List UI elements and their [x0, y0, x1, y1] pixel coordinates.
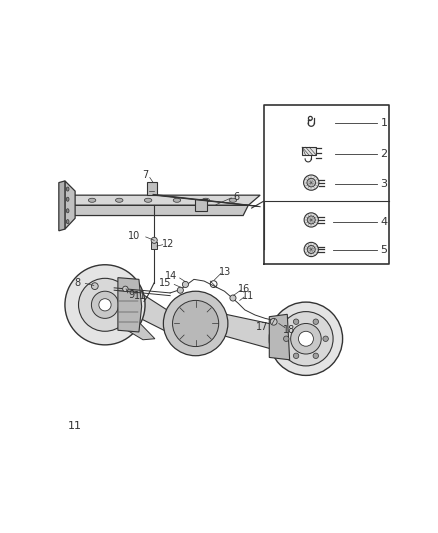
Text: 14: 14 — [165, 271, 177, 281]
Circle shape — [307, 216, 315, 224]
Ellipse shape — [66, 209, 69, 213]
Polygon shape — [68, 195, 260, 205]
Circle shape — [78, 278, 131, 332]
Circle shape — [291, 324, 321, 354]
Text: 2: 2 — [381, 149, 388, 159]
Text: 1: 1 — [381, 118, 388, 128]
Ellipse shape — [145, 198, 152, 203]
Circle shape — [307, 246, 315, 254]
Circle shape — [279, 312, 333, 366]
Text: 10: 10 — [128, 231, 141, 241]
Circle shape — [182, 281, 188, 287]
Circle shape — [163, 291, 228, 356]
Bar — [194, 199, 207, 212]
Text: 11: 11 — [242, 290, 254, 301]
Text: 3: 3 — [381, 179, 388, 189]
Circle shape — [92, 282, 98, 289]
Ellipse shape — [66, 220, 69, 224]
Circle shape — [304, 243, 318, 256]
Circle shape — [99, 298, 111, 311]
Polygon shape — [118, 278, 141, 332]
Circle shape — [92, 291, 119, 318]
Circle shape — [313, 319, 318, 325]
Circle shape — [307, 179, 315, 187]
Text: 11: 11 — [134, 290, 146, 301]
Polygon shape — [65, 205, 248, 215]
Circle shape — [269, 302, 343, 375]
Ellipse shape — [88, 198, 96, 203]
Polygon shape — [221, 313, 274, 350]
Text: 8: 8 — [74, 278, 80, 288]
Ellipse shape — [173, 198, 181, 203]
Text: 16: 16 — [238, 284, 250, 294]
Text: 4: 4 — [381, 216, 388, 227]
Circle shape — [65, 265, 145, 345]
Text: 12: 12 — [162, 239, 174, 249]
Text: 18: 18 — [283, 325, 295, 335]
Circle shape — [313, 353, 318, 359]
Polygon shape — [269, 314, 290, 360]
Circle shape — [177, 287, 184, 293]
Polygon shape — [59, 181, 65, 231]
Text: 15: 15 — [159, 278, 172, 288]
Circle shape — [293, 353, 299, 359]
Polygon shape — [107, 318, 155, 340]
Ellipse shape — [66, 197, 69, 201]
Circle shape — [304, 213, 318, 227]
Text: 11: 11 — [68, 421, 82, 431]
Text: 5: 5 — [381, 246, 388, 255]
Text: 7: 7 — [143, 170, 149, 180]
Circle shape — [123, 286, 128, 292]
Polygon shape — [65, 181, 75, 229]
Circle shape — [323, 336, 328, 342]
Circle shape — [304, 175, 319, 190]
Circle shape — [270, 318, 277, 325]
Text: 17: 17 — [255, 322, 268, 332]
Circle shape — [230, 295, 236, 301]
Circle shape — [298, 332, 314, 346]
Circle shape — [151, 237, 157, 244]
Ellipse shape — [229, 198, 237, 203]
Circle shape — [283, 336, 289, 342]
Ellipse shape — [116, 198, 123, 203]
Text: 9: 9 — [128, 290, 134, 300]
Bar — [147, 182, 157, 195]
Circle shape — [293, 319, 299, 325]
Bar — [302, 147, 316, 155]
Text: 13: 13 — [219, 267, 231, 277]
Ellipse shape — [202, 198, 209, 203]
Polygon shape — [139, 292, 179, 338]
Circle shape — [173, 301, 219, 346]
Text: 6: 6 — [233, 191, 240, 201]
Bar — [152, 242, 157, 249]
Ellipse shape — [66, 187, 69, 191]
